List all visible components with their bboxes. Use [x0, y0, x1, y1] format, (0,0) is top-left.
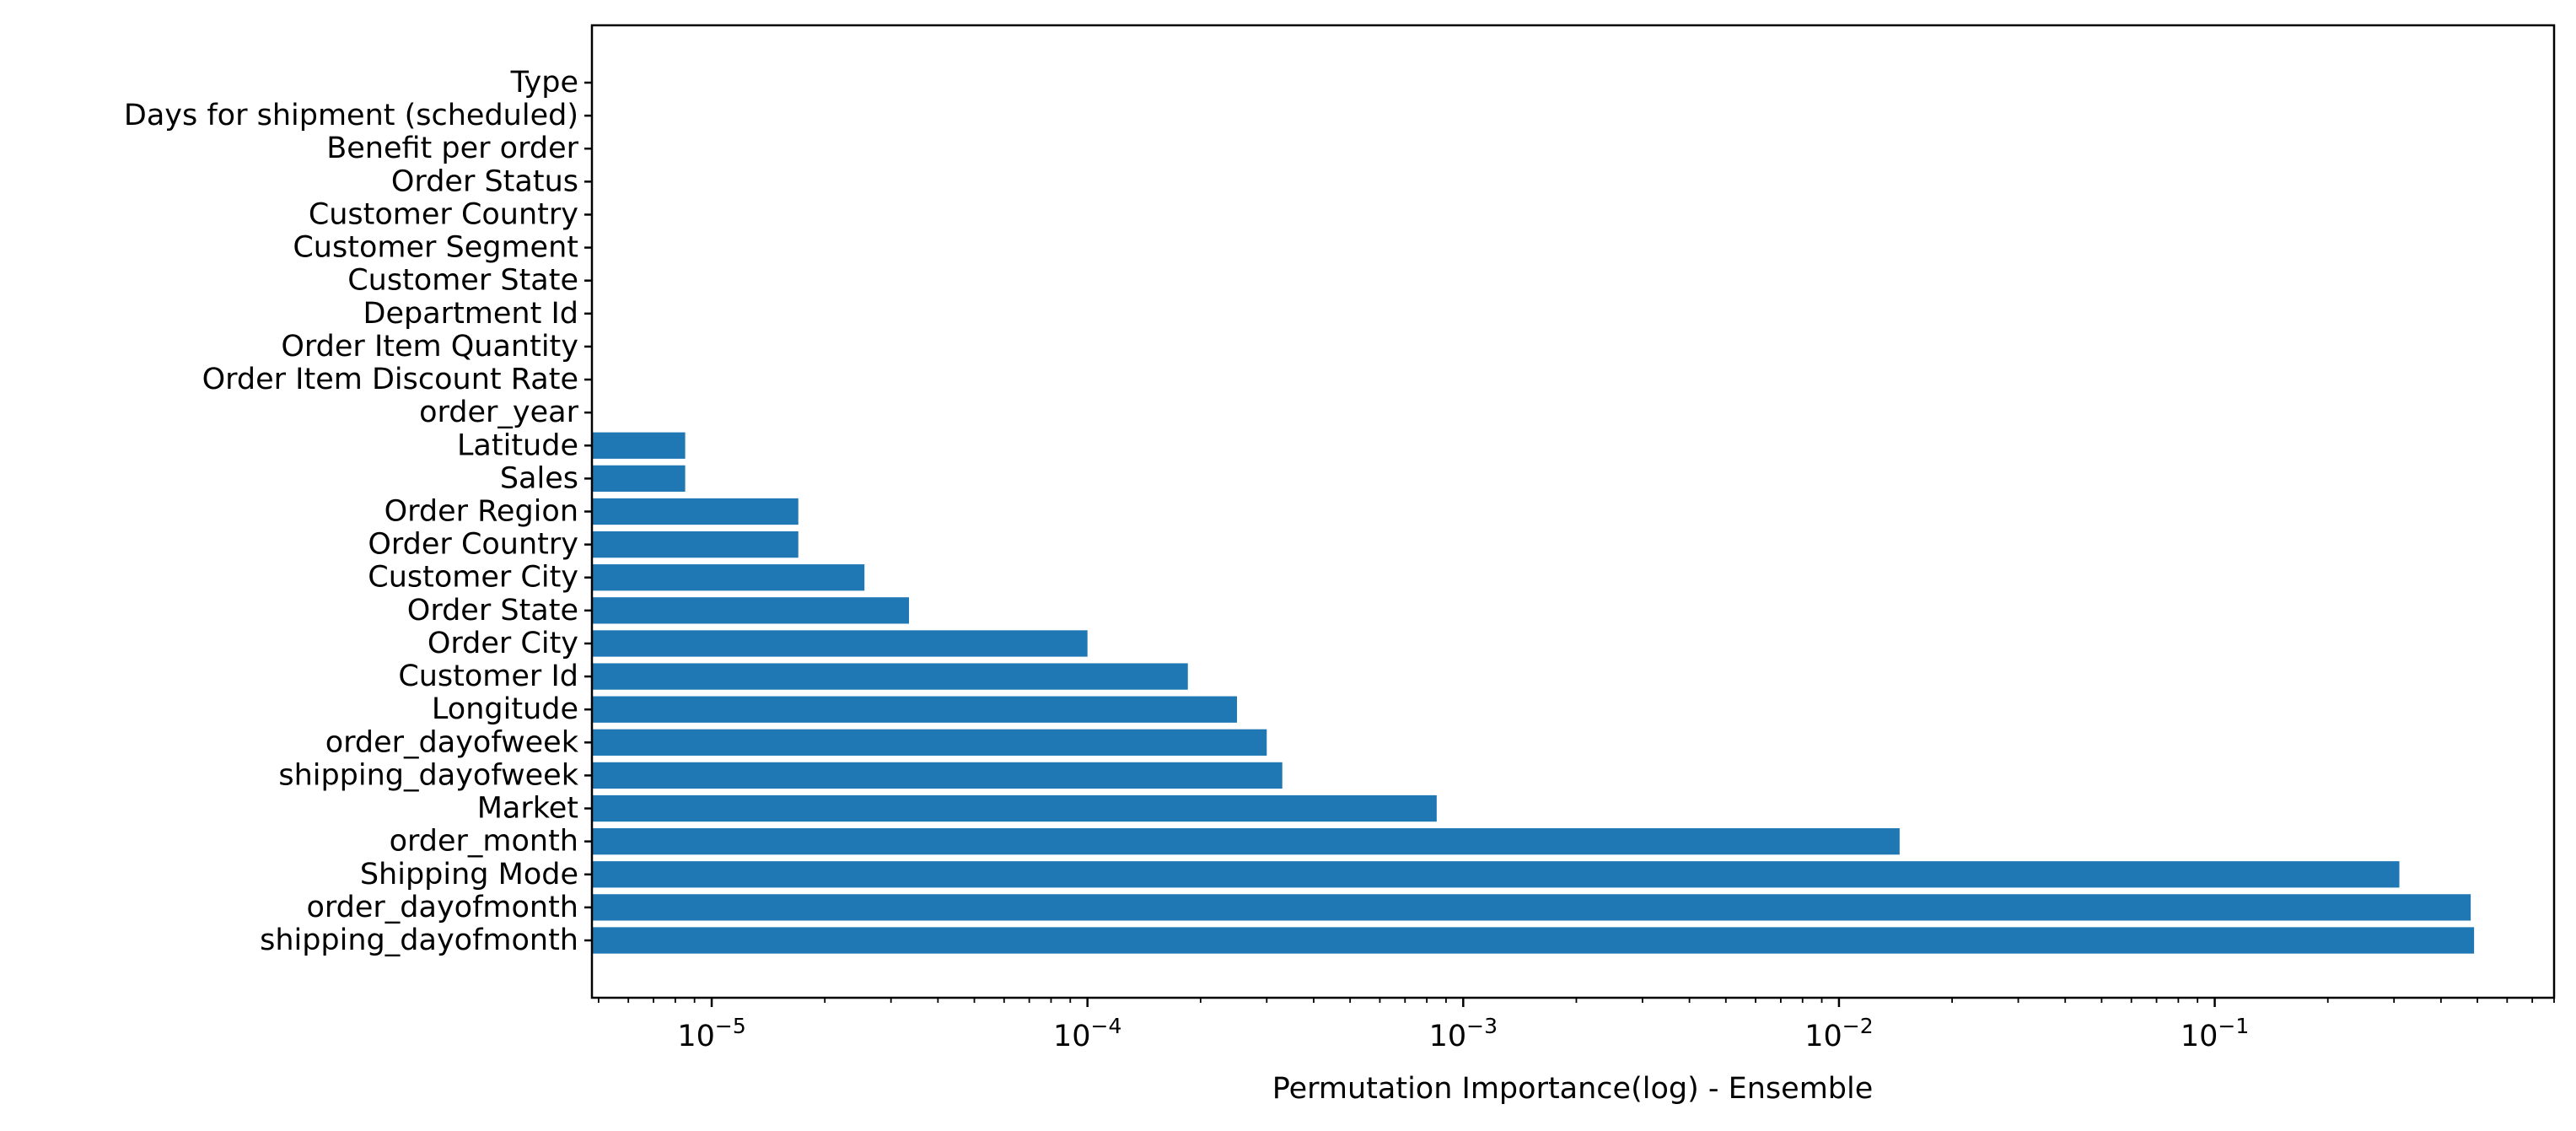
y-tick-label: order_dayofmonth: [306, 891, 578, 924]
x-tick-label: 10−5: [677, 1014, 745, 1053]
y-tick-label: Customer Id: [398, 660, 578, 693]
y-tick-label: Shipping Mode: [360, 858, 578, 891]
x-tick-base: 10: [2181, 1020, 2218, 1053]
y-tick-label: Order Status: [391, 164, 578, 198]
y-tick-label: order_month: [390, 825, 578, 859]
x-tick-exponent: −4: [1091, 1014, 1122, 1038]
x-tick-label: 10−2: [1804, 1014, 1873, 1053]
y-tick-label: Sales: [500, 461, 578, 495]
bars-group: [592, 432, 2475, 954]
bar: [592, 696, 1238, 723]
bar: [592, 597, 910, 624]
y-tick-label: Type: [510, 66, 578, 100]
x-tick-label: 10−4: [1053, 1014, 1121, 1053]
bar: [592, 729, 1267, 756]
bar: [592, 498, 799, 525]
y-tick-label: Customer City: [368, 561, 578, 595]
y-tick-label: Customer Segment: [293, 231, 578, 265]
bar: [592, 794, 1437, 822]
x-axis-label: Permutation Importance(log) - Ensemble: [1272, 1072, 1874, 1106]
y-tick-label: Order State: [407, 594, 578, 627]
bar: [592, 861, 2400, 888]
x-tick-exponent: −2: [1842, 1014, 1874, 1038]
bar: [592, 927, 2475, 954]
x-tick-exponent: −1: [2218, 1014, 2249, 1038]
y-tick-label: Order Item Quantity: [281, 330, 578, 364]
bar: [592, 762, 1283, 789]
y-tick-label: Order Region: [385, 495, 578, 529]
x-tick-exponent: −5: [715, 1014, 746, 1038]
y-tick-label: Market: [477, 792, 578, 826]
y-tick-label: Days for shipment (scheduled): [124, 99, 578, 132]
y-tick-label: Order Item Discount Rate: [202, 363, 578, 396]
bar: [592, 894, 2471, 921]
x-tick-base: 10: [1053, 1020, 1091, 1053]
y-tick-label: Customer Country: [309, 197, 578, 231]
y-tick-label: shipping_dayofweek: [278, 758, 578, 792]
plot-frame: [590, 24, 2556, 999]
bar: [592, 663, 1188, 690]
bar: [592, 828, 1900, 855]
y-tick-label: Order Country: [368, 528, 578, 562]
x-tick-label: 10−1: [2181, 1014, 2249, 1053]
x-tick-exponent: −3: [1466, 1014, 1498, 1038]
x-tick-base: 10: [1429, 1020, 1467, 1053]
y-tick-label: Latitude: [457, 428, 578, 462]
bar: [592, 465, 686, 493]
y-tick-label: Customer State: [347, 264, 578, 298]
y-tick-label: order_dayofweek: [325, 725, 579, 759]
bar: [592, 630, 1088, 657]
y-axis-ticks: shipping_dayofmonthorder_dayofmonthShipp…: [124, 66, 592, 957]
x-tick-label: 10−3: [1429, 1014, 1498, 1053]
x-tick-base: 10: [1804, 1020, 1842, 1053]
y-tick-label: Benefit per order: [326, 132, 578, 165]
bar: [592, 530, 799, 558]
y-tick-label: shipping_dayofmonth: [260, 924, 578, 957]
y-tick-label: order_year: [419, 396, 579, 429]
x-tick-base: 10: [677, 1020, 715, 1053]
y-tick-label: Department Id: [363, 297, 578, 331]
y-tick-label: Order City: [428, 627, 578, 660]
bar: [592, 564, 865, 591]
x-axis-ticks: 10−5 10−4 10−3 10−2 10−1: [598, 998, 2555, 1053]
y-tick-label: Longitude: [432, 692, 578, 726]
bar: [592, 432, 686, 459]
